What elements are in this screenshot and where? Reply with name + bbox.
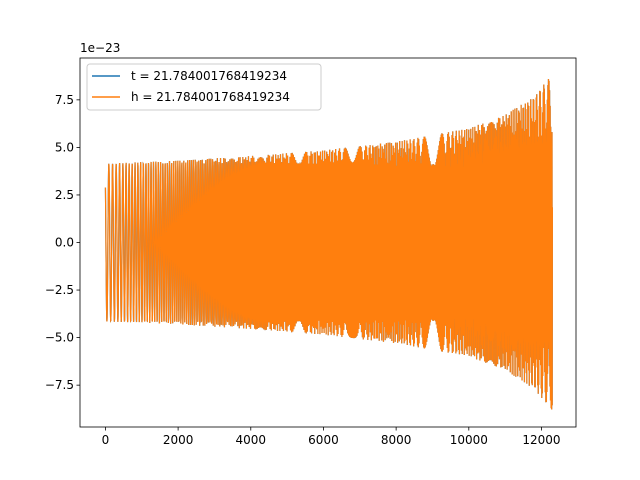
legend-box [86, 63, 322, 111]
y-tick-label: 2.5 [55, 188, 74, 202]
x-tick-label: 6000 [308, 433, 339, 447]
x-tick-label: 12000 [522, 433, 560, 447]
plot-area [79, 57, 577, 428]
x-tick-label: 0 [102, 433, 110, 447]
x-tick-label: 4000 [236, 433, 267, 447]
series-group [104, 78, 553, 410]
x-tick-label: 2000 [163, 433, 194, 447]
y-tick-label: −2.5 [45, 283, 74, 297]
x-tick-label: 10000 [450, 433, 488, 447]
y-tick-label: −7.5 [45, 378, 74, 392]
legend-label-t: t = 21.784001768419234 [131, 69, 287, 83]
series-line-h [104, 78, 553, 410]
y-offset-label: 1e−23 [80, 41, 120, 55]
y-tick-label: −5.0 [45, 331, 74, 345]
x-tick-label: 8000 [381, 433, 412, 447]
x-axis: 0 2000 4000 6000 8000 10000 12000 [102, 427, 561, 447]
y-tick-label: 0.0 [55, 236, 74, 250]
y-tick-label: 5.0 [55, 140, 74, 154]
y-axis: −7.5 −5.0 −2.5 0.0 2.5 5.0 7.5 [45, 93, 80, 392]
legend-label-h: h = 21.784001768419234 [131, 90, 290, 104]
legend: t = 21.784001768419234 h = 21.7840017684… [86, 63, 322, 111]
y-tick-label: 7.5 [55, 93, 74, 107]
